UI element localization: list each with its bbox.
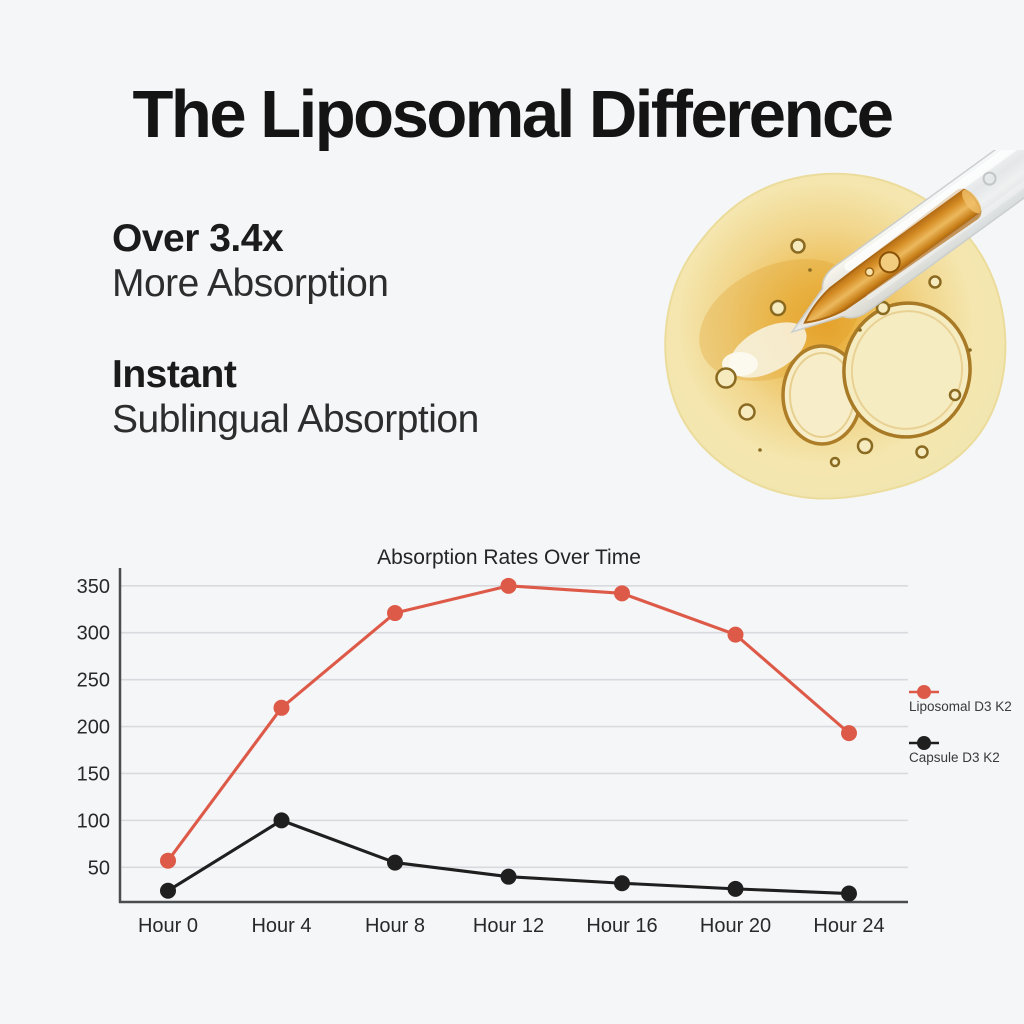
data-point	[273, 699, 290, 716]
data-point	[614, 875, 630, 892]
data-point	[160, 882, 176, 899]
y-tick-label: 50	[88, 857, 110, 879]
y-tick-label: 350	[77, 576, 110, 598]
legend-marker-dot	[917, 685, 931, 699]
y-tick-label: 300	[77, 623, 110, 645]
x-tick-label: Hour 24	[813, 915, 884, 937]
data-point	[387, 605, 403, 622]
data-point	[500, 577, 517, 594]
legend-marker-dot	[917, 736, 931, 750]
y-tick-label: 200	[77, 717, 110, 739]
data-point	[614, 585, 630, 602]
x-tick-label: Hour 20	[700, 915, 771, 937]
y-tick-label: 150	[77, 763, 110, 785]
data-point	[727, 626, 744, 643]
x-tick-label: Hour 0	[138, 915, 198, 937]
page-title: The Liposomal Difference	[132, 77, 894, 152]
absorption-chart: 50 100 150 200 250 300 350 Hour 0 Hour 4 Hour 8 Ho…	[77, 568, 1012, 937]
oil-bubbles	[715, 238, 972, 468]
pipette	[790, 150, 1024, 334]
benefit-1-emphasis: Over 3.4x	[112, 217, 284, 260]
legend-label: Capsule D3 K2	[909, 750, 1000, 765]
benefit-2-emphasis: Instant	[112, 353, 237, 396]
data-point	[727, 880, 744, 897]
benefit-more-absorption: Over 3.4x More Absorption	[112, 216, 389, 306]
legend-label: Liposomal D3 K2	[909, 699, 1012, 714]
x-tick-label: Hour 16	[586, 915, 657, 937]
data-point	[273, 812, 290, 829]
benefit-sublingual-absorption: Instant Sublingual Absorption	[112, 352, 479, 442]
data-point	[841, 725, 857, 742]
oil-droplet-image	[664, 150, 1024, 500]
data-point	[387, 854, 403, 871]
x-tick-label: Hour 8	[365, 915, 425, 937]
series-line	[166, 584, 851, 862]
chart-title: Absorption Rates Over Time	[377, 546, 641, 569]
x-tick-label: Hour 12	[473, 915, 544, 937]
y-tick-label: 100	[77, 810, 110, 832]
data-point	[841, 885, 857, 902]
data-point	[500, 868, 517, 885]
benefit-2-detail: Sublingual Absorption	[112, 398, 479, 441]
y-tick-label: 250	[77, 670, 110, 692]
x-tick-label: Hour 4	[251, 915, 311, 937]
data-point	[160, 852, 176, 869]
benefit-1-detail: More Absorption	[112, 262, 389, 305]
